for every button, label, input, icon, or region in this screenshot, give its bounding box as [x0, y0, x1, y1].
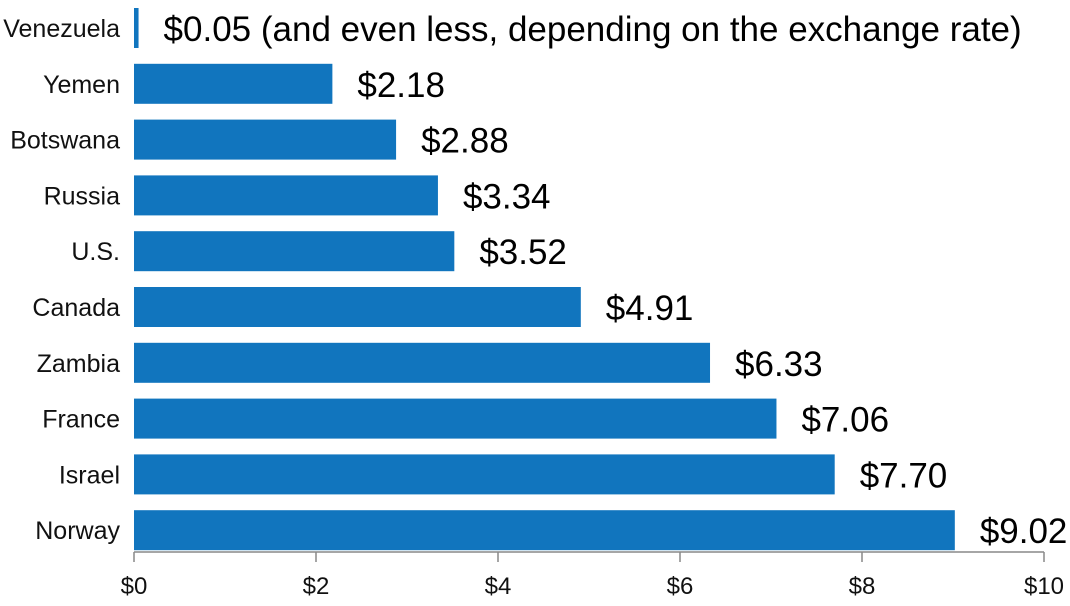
- value-label-botswana: $2.88: [421, 122, 509, 161]
- category-label-venezuela: Venezuela: [3, 15, 120, 43]
- bar-france: [134, 398, 777, 439]
- category-label-norway: Norway: [35, 517, 120, 545]
- value-label-norway: $9.02: [980, 512, 1068, 551]
- x-tick-label-8: $8: [849, 573, 876, 600]
- value-label-canada: $4.91: [606, 289, 694, 328]
- bar-russia: [134, 175, 438, 216]
- bar-zambia: [134, 342, 711, 383]
- category-label-yemen: Yemen: [43, 71, 120, 99]
- value-label-yemen: $2.18: [357, 66, 445, 105]
- bar-venezuela: [134, 8, 139, 48]
- bar-botswana: [134, 119, 397, 160]
- bar-u-s: [134, 231, 455, 272]
- x-tick-label-4: $4: [485, 573, 512, 600]
- bar-norway: [134, 510, 955, 551]
- x-tick-label-0: $0: [121, 573, 148, 600]
- bar-yemen: [134, 63, 333, 104]
- category-label-israel: Israel: [59, 461, 120, 489]
- category-label-canada: Canada: [32, 294, 120, 322]
- x-axis: $0 $2 $4 $6 $8 $10: [121, 551, 1064, 600]
- value-label-zambia: $6.33: [735, 345, 823, 384]
- category-label-botswana: Botswana: [10, 127, 120, 155]
- x-tick-label-10: $10: [1024, 573, 1064, 600]
- value-label-israel: $7.70: [860, 456, 948, 495]
- value-label-venezuela: $0.05 (and even less, depending on the e…: [164, 10, 1022, 49]
- bars-layer: [134, 8, 955, 551]
- x-tick-label-6: $6: [667, 573, 694, 600]
- category-labels-layer: Venezuela Yemen Botswana Russia U.S. Canada Za…: [3, 15, 120, 545]
- bar-canada: [134, 287, 581, 327]
- bar-israel: [134, 454, 835, 495]
- category-label-zambia: Zambia: [37, 350, 120, 378]
- value-label-u-s: $3.52: [479, 233, 567, 272]
- category-label-u-s: U.S.: [71, 238, 120, 266]
- value-label-france: $7.06: [801, 401, 889, 440]
- x-tick-label-2: $2: [303, 573, 330, 600]
- category-label-russia: Russia: [44, 182, 121, 210]
- category-label-france: France: [42, 406, 120, 434]
- value-label-russia: $3.34: [463, 177, 551, 216]
- value-labels-layer: $0.05 (and even less, depending on the e…: [164, 10, 1068, 551]
